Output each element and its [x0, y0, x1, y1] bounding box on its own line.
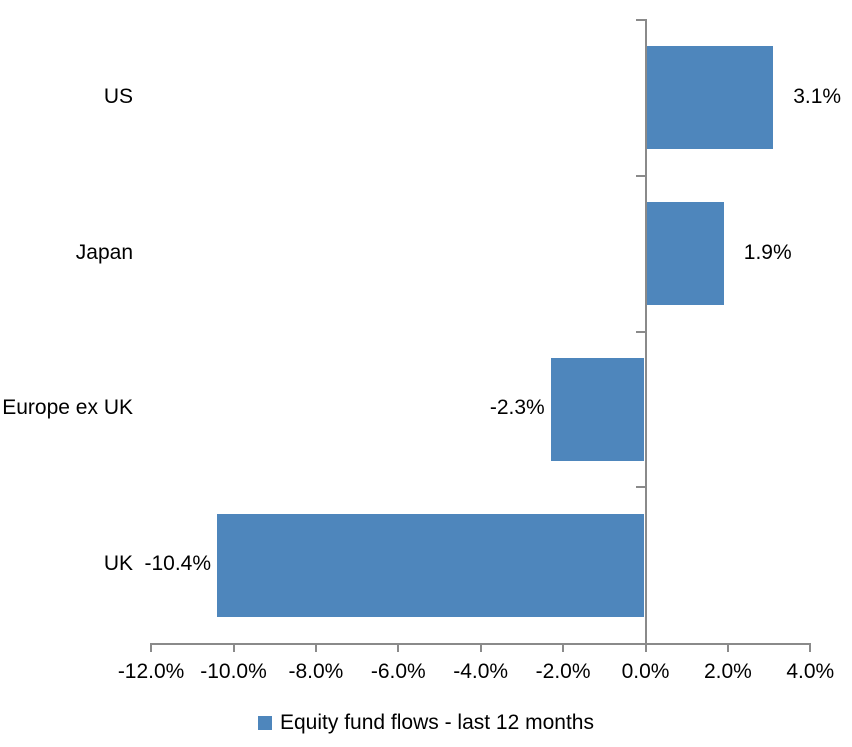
category-label: Europe ex UK: [2, 396, 133, 420]
x-axis-tick: [314, 643, 317, 652]
x-axis-tick: [397, 643, 400, 652]
x-tick-label: -8.0%: [288, 660, 344, 683]
value-label: 3.1%: [793, 84, 842, 108]
y-axis-tick: [635, 19, 645, 21]
bar-japan: [646, 202, 724, 306]
category-label: Japan: [75, 240, 133, 264]
x-axis-tick: [232, 643, 235, 652]
legend: Equity fund flows - last 12 months: [0, 709, 852, 737]
x-axis-tick: [726, 643, 729, 652]
x-tick-label: -10.0%: [200, 660, 267, 683]
x-axis-tick: [562, 643, 565, 652]
bar-us: [646, 46, 774, 150]
bar-uk: [217, 513, 645, 617]
x-tick-label: 4.0%: [786, 660, 835, 683]
legend-marker-icon: [258, 716, 272, 730]
y-axis-line: [644, 19, 647, 643]
x-tick-label: -4.0%: [453, 660, 509, 683]
category-label: UK: [103, 552, 133, 576]
x-tick-label: -12.0%: [117, 660, 185, 683]
x-tick-label: 2.0%: [703, 660, 752, 683]
category-label: US: [103, 84, 133, 108]
x-axis-tick: [150, 643, 153, 652]
x-axis-tick: [809, 643, 812, 652]
bar-europe-ex-uk: [550, 357, 645, 461]
value-label: 1.9%: [743, 240, 792, 264]
x-axis-tick: [644, 643, 647, 652]
value-label: -10.4%: [144, 552, 212, 576]
x-tick-label: -2.0%: [535, 660, 591, 683]
legend-label: Equity fund flows - last 12 months: [280, 711, 594, 734]
x-tick-label: -6.0%: [370, 660, 426, 683]
value-label: -2.3%: [489, 396, 545, 420]
y-axis-tick: [635, 174, 645, 177]
x-tick-label: 0.0%: [621, 660, 670, 683]
y-axis-tick: [635, 330, 645, 333]
y-axis-tick: [635, 486, 645, 489]
x-axis-tick: [479, 643, 482, 652]
